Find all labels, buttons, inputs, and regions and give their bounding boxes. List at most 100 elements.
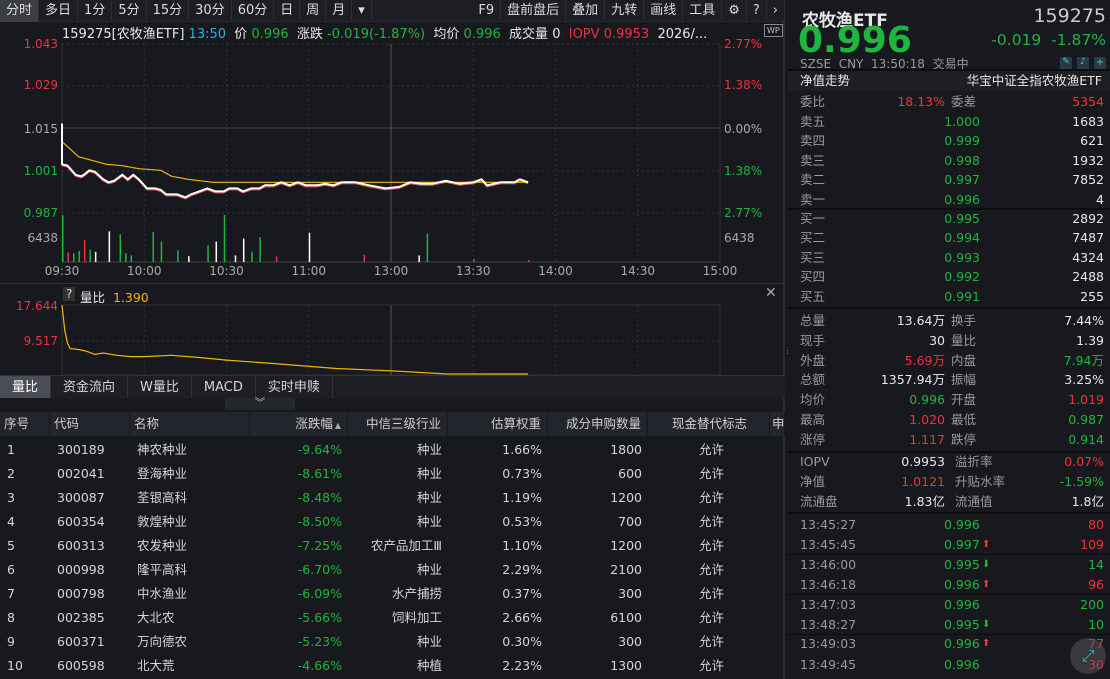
stat-label: 跌停 — [951, 431, 977, 447]
table-row[interactable]: 8 002385 大北农 -5.66% 饲料加工 2.66% 6100 允许 — [0, 606, 785, 630]
exchange: SZSE — [800, 57, 832, 71]
column-header[interactable]: 成分申购数量 — [550, 412, 648, 436]
column-header[interactable]: 代码 — [54, 412, 130, 436]
stat-value: 0.996 — [909, 392, 945, 408]
table-row[interactable]: 7 000798 中水渔业 -6.09% 水产捕捞 0.37% 300 允许 — [0, 582, 785, 606]
period-tab[interactable]: 日 — [274, 0, 301, 22]
bid-level[interactable]: 买三 0.993 4324 — [788, 248, 1110, 268]
collapse-icon[interactable]: ︾ — [225, 398, 295, 410]
period-tab[interactable]: 多日 — [39, 0, 79, 22]
close-icon[interactable]: ✕ — [765, 285, 777, 301]
wp-icon[interactable]: WP — [764, 24, 783, 37]
volume-ratio-chart[interactable]: 17.644 9.517 — [0, 283, 785, 375]
bid-level[interactable]: 买一 0.995 2892 — [788, 209, 1110, 229]
period-tab[interactable]: 月 — [326, 0, 353, 22]
etf-code: 159275 — [1033, 5, 1106, 27]
tick-time: 13:49:03 — [800, 636, 857, 652]
weight: 0.37% — [502, 586, 542, 601]
tool-button[interactable]: 工具 — [683, 0, 723, 22]
nav-trend-row[interactable]: 净值走势 华宝中证全指农牧渔ETF — [788, 71, 1110, 91]
table-row[interactable]: 10 600598 北大荒 -4.66% 种植 2.23% 1300 允许 — [0, 654, 785, 678]
cash-substitute-flag: 允许 — [698, 466, 724, 481]
table-row[interactable]: 3 300087 荃银高科 -8.48% 种业 1.19% 1200 允许 — [0, 486, 785, 510]
sort-asc-icon[interactable]: ▲ — [334, 421, 341, 430]
tool-button[interactable]: 盘前盘后 — [501, 0, 567, 22]
period-tab[interactable]: 周 — [300, 0, 327, 22]
indicator-tab[interactable]: 资金流向 — [51, 376, 129, 398]
column-header[interactable]: 估算权重 — [450, 412, 548, 436]
level-label: 买五 — [800, 288, 826, 304]
period-tab[interactable]: 分时 — [0, 0, 40, 22]
tick-price: 0.996 — [944, 577, 980, 593]
price-line — [61, 123, 529, 199]
period-tab[interactable]: 5分 — [112, 0, 147, 22]
tool-button[interactable]: 九转 — [605, 0, 645, 22]
column-header[interactable]: 名称 — [134, 412, 250, 436]
period-tab[interactable]: 60分 — [232, 0, 275, 22]
ask-level[interactable]: 卖三 0.998 1932 — [788, 151, 1110, 171]
volume-bar — [473, 259, 475, 262]
stat-row: 流通盘 1.83亿 流通值 1.8亿 — [788, 492, 1110, 512]
stat-value: 0.914 — [1068, 431, 1104, 447]
column-header[interactable]: 申 — [772, 412, 785, 436]
table-row[interactable]: 4 600354 敦煌种业 -8.50% 种业 0.53% 700 允许 — [0, 510, 785, 534]
tool-button[interactable]: 画线 — [644, 0, 684, 22]
level-volume: 2892 — [1072, 211, 1104, 226]
table-row[interactable]: 6 000998 隆平高科 -6.70% 种业 2.29% 2100 允许 — [0, 558, 785, 582]
pct-axis-label: 2.77% — [724, 206, 762, 220]
indicator-tab[interactable]: 量比 — [0, 376, 52, 398]
ask-level[interactable]: 卖四 0.999 621 — [788, 131, 1110, 151]
stock-code: 000998 — [57, 562, 105, 577]
bid-level[interactable]: 买四 0.992 2488 — [788, 267, 1110, 287]
column-header[interactable]: 涨跌幅 ▲ — [250, 412, 348, 436]
stock-name: 北大荒 — [137, 658, 175, 673]
level-label: 卖一 — [800, 191, 826, 207]
price-change: -0.019 -1.87% — [991, 31, 1106, 49]
avg-value: 0.996 — [463, 27, 501, 42]
column-header[interactable]: 中信三级行业 — [350, 412, 448, 436]
price-axis-label: 0.987 — [24, 206, 58, 220]
table-row[interactable]: 9 600371 万向德农 -5.23% 种业 0.30% 300 允许 — [0, 630, 785, 654]
edit-icon[interactable]: ✎ — [1060, 57, 1072, 69]
bid-level[interactable]: 买五 0.991 255 — [788, 287, 1110, 307]
help-icon[interactable]: ? — [63, 287, 76, 301]
etf-full-name: 华宝中证全指农牧渔ETF — [966, 73, 1102, 88]
period-tab[interactable]: 15分 — [147, 0, 190, 22]
pct-axis-label: 1.38% — [724, 78, 762, 92]
ask-level[interactable]: 卖一 0.996 4 — [788, 190, 1110, 210]
column-header[interactable]: 现金替代标志 — [650, 412, 770, 436]
period-menu-arrow-icon[interactable]: ▾ — [352, 0, 372, 22]
add-icon[interactable]: + — [1094, 57, 1106, 69]
period-tab[interactable]: 1分 — [78, 0, 113, 22]
indicator-tab[interactable]: W量比 — [128, 376, 192, 398]
settings-gear-icon[interactable]: ⚙ — [722, 0, 747, 22]
alert-bell-icon[interactable]: ♪ — [1077, 57, 1089, 69]
chevron-right-icon[interactable]: › — [767, 0, 785, 22]
stat-value: 1.019 — [1068, 392, 1104, 408]
chart-toolbar: 分时 多日 1分 5分 15分 30分 60分日周月 ▾ F9 盘前盘后 叠加 九转 画线 工具 ⚙? › — [0, 0, 785, 22]
period-tab[interactable]: 30分 — [189, 0, 232, 22]
table-row[interactable]: 1 300189 神农种业 -9.64% 种业 1.66% 1800 允许 — [0, 438, 785, 462]
tick-volume: 80 — [1088, 517, 1104, 532]
ratio-indicator: 量比 1.390 — [80, 287, 149, 306]
indicator-tab[interactable]: 实时申赎 — [256, 376, 333, 398]
indicator-tab[interactable]: MACD — [192, 376, 256, 398]
row-index: 1 — [7, 442, 15, 457]
fullscreen-toggle-icon[interactable]: ⤢ — [1070, 638, 1106, 674]
ask-level[interactable]: 卖二 0.997 7852 — [788, 170, 1110, 190]
intraday-price-chart[interactable]: 1.043 1.029 1.015 1.001 0.987 2.77% 1.38% 0.00%… — [0, 38, 785, 283]
stat-label: 量比 — [951, 332, 977, 348]
stat-label: 现手 — [800, 332, 826, 348]
table-row[interactable]: 2 002041 登海种业 -8.61% 种业 0.73% 600 允许 — [0, 462, 785, 486]
bid-level[interactable]: 买二 0.994 7487 — [788, 228, 1110, 248]
table-row[interactable]: 5 600313 农发种业 -7.25% 农产品加工Ⅲ 1.10% 1200 允许 — [0, 534, 785, 558]
stat-label: 换手 — [951, 313, 977, 328]
column-header[interactable]: 序号 — [4, 412, 50, 436]
stat-value: 1.8亿 — [1071, 493, 1104, 509]
tool-button[interactable]: 叠加 — [566, 0, 606, 22]
stat-label: 涨停 — [800, 431, 826, 447]
tick-time: 13:45:45 — [800, 537, 857, 553]
tool-button[interactable]: F9 — [472, 0, 502, 22]
help-icon[interactable]: ? — [747, 0, 767, 22]
ask-level[interactable]: 卖五 1.000 1683 — [788, 112, 1110, 132]
